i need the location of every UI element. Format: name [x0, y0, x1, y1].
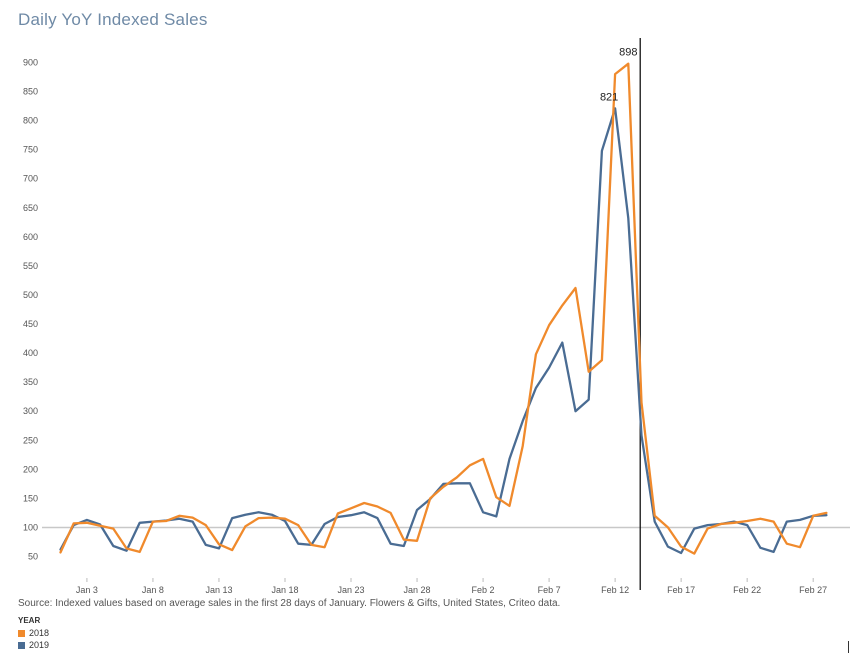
data-label-2018: 898 — [619, 47, 637, 59]
legend-swatch — [18, 641, 25, 649]
source-note: Source: Indexed values based on average … — [18, 598, 561, 609]
legend-item-2018[interactable]: 2018 — [18, 627, 49, 639]
y-tick-label: 350 — [23, 377, 38, 387]
x-axis: Jan 3 Jan 8 Jan 13 Jan 18 Jan 23 Jan 28 Feb 2 F… — [76, 578, 827, 595]
x-tick-label: Feb 12 — [601, 585, 629, 595]
y-tick-label: 100 — [23, 522, 38, 532]
x-tick-label: Jan 13 — [205, 585, 232, 595]
x-tick-label: Feb 27 — [799, 585, 827, 595]
y-tick-label: 150 — [23, 493, 38, 503]
series-line-2019 — [59, 107, 828, 555]
line-chart: 50 100 150 200 250 300 350 400 450 500 550 600 650 70… — [23, 38, 850, 595]
series-group — [59, 62, 828, 555]
y-tick-label: 300 — [23, 406, 38, 416]
x-tick-label: Jan 28 — [404, 585, 431, 595]
x-tick-label: Jan 3 — [76, 585, 98, 595]
legend-item-2019[interactable]: 2019 — [18, 639, 49, 651]
y-axis: 50 100 150 200 250 300 350 400 450 500 550 600 650 70… — [23, 58, 38, 562]
x-tick-label: Jan 8 — [142, 585, 164, 595]
x-tick-label: Jan 23 — [337, 585, 364, 595]
y-tick-label: 200 — [23, 464, 38, 474]
x-tick-label: Jan 18 — [271, 585, 298, 595]
y-tick-label: 50 — [28, 552, 38, 562]
y-tick-label: 850 — [23, 87, 38, 97]
x-tick-label: Feb 22 — [733, 585, 761, 595]
text-cursor — [848, 641, 849, 653]
x-tick-label: Feb 7 — [538, 585, 561, 595]
chart-title: Daily YoY Indexed Sales — [18, 10, 208, 29]
y-tick-label: 650 — [23, 203, 38, 213]
y-tick-label: 250 — [23, 435, 38, 445]
data-labels: 898 821 — [600, 47, 638, 104]
y-tick-label: 800 — [23, 116, 38, 126]
x-tick-label: Feb 2 — [472, 585, 495, 595]
x-tick-label: Feb 17 — [667, 585, 695, 595]
y-tick-label: 700 — [23, 174, 38, 184]
legend-label: 2018 — [29, 628, 50, 638]
y-tick-label: 750 — [23, 145, 38, 155]
y-tick-label: 550 — [23, 261, 38, 271]
data-label-2019: 821 — [600, 91, 618, 103]
legend-title: YEAR — [18, 616, 41, 625]
series-line-2018 — [59, 62, 828, 555]
y-tick-label: 400 — [23, 348, 38, 358]
legend-label: 2019 — [29, 640, 50, 650]
y-tick-label: 500 — [23, 290, 38, 300]
legend-swatch — [18, 629, 25, 637]
y-tick-label: 900 — [23, 58, 38, 68]
y-tick-label: 450 — [23, 319, 38, 329]
legend: YEAR 2018 2019 — [18, 616, 49, 651]
y-tick-label: 600 — [23, 232, 38, 242]
